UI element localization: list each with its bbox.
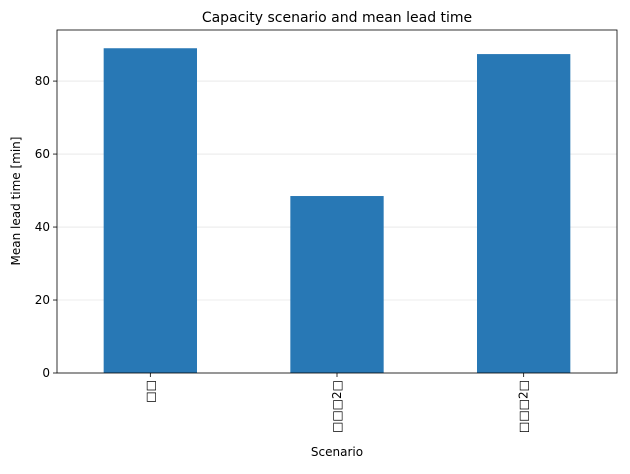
bar xyxy=(103,48,197,373)
x-axis-label: Scenario xyxy=(311,445,363,459)
plot-frame xyxy=(56,29,618,374)
chart-title: Capacity scenario and mean lead time xyxy=(202,10,472,26)
x-tick-label: □□□2□ xyxy=(330,380,344,433)
bar xyxy=(290,196,384,373)
y-tick-label: 60 xyxy=(35,147,50,161)
y-tick-label: 40 xyxy=(35,220,50,234)
y-tick-label: 0 xyxy=(42,366,50,380)
y-axis-label: Mean lead time [min] xyxy=(9,137,23,266)
y-tick-label: 80 xyxy=(35,74,50,88)
y-tick-label: 20 xyxy=(35,293,50,307)
x-tick-label: □□ xyxy=(143,380,157,403)
x-tick-label: □□□2□ xyxy=(517,380,531,433)
bar xyxy=(477,54,571,373)
